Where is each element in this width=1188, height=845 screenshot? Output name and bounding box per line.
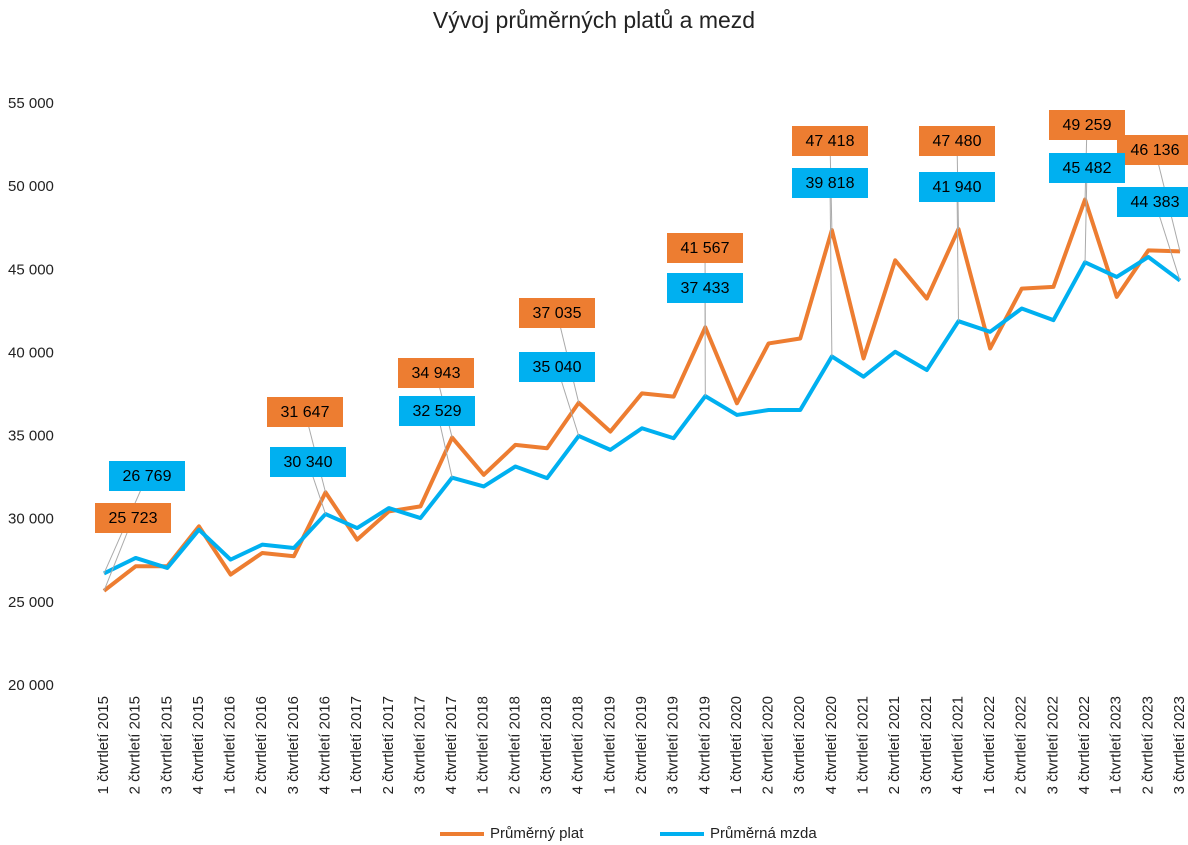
x-tick-label: 3 čtvrtletí 2019 [665,696,682,794]
y-tick-label: 55 000 [8,95,54,112]
legend-label: Průměrný plat [490,825,584,842]
x-tick-label: 2 čtvrtletí 2017 [380,696,397,794]
data-label: 45 482 [1063,160,1112,177]
data-label-box [109,461,185,491]
series-line [102,197,1181,593]
x-tick-label: 4 čtvrtletí 2015 [190,696,207,794]
data-label: 44 383 [1131,194,1180,211]
x-tick-label: 4 čtvrtletí 2019 [696,696,713,794]
data-label-box [667,233,743,263]
data-label: 37 035 [533,305,582,322]
data-label-box [1049,110,1125,140]
x-tick-label: 1 čtvrtletí 2023 [1108,696,1125,794]
y-tick-label: 40 000 [8,344,54,361]
x-tick-label: 1 čtvrtletí 2016 [222,696,239,794]
data-label: 39 818 [806,175,855,192]
x-tick-label: 1 čtvrtletí 2017 [348,696,365,794]
chart-title: Vývoj průměrných platů a mezd [433,7,755,33]
data-label: 41 567 [681,240,730,257]
data-label-box [95,503,171,533]
x-tick-label: 4 čtvrtletí 2021 [949,696,966,794]
x-tick-label: 1 čtvrtletí 2021 [854,696,871,794]
data-label-box [667,273,743,303]
x-tick-label: 3 čtvrtletí 2020 [791,696,808,794]
y-tick-label: 30 000 [8,511,54,528]
x-tick-label: 1 čtvrtletí 2019 [601,696,618,794]
x-tick-label: 4 čtvrtletí 2018 [570,696,587,794]
x-tick-label: 4 čtvrtletí 2016 [316,696,333,794]
x-tick-label: 4 čtvrtletí 2020 [823,696,840,794]
x-tick-label: 3 čtvrtletí 2017 [411,696,428,794]
data-label-box [1117,187,1188,217]
y-tick-label: 25 000 [8,594,54,611]
data-label-box [919,172,995,202]
data-label: 47 480 [933,133,982,150]
data-label: 31 647 [281,404,330,421]
data-label-box [1117,135,1188,165]
x-tick-label: 1 čtvrtletí 2020 [728,696,745,794]
x-tick-label: 3 čtvrtletí 2016 [285,696,302,794]
data-label-box [270,447,346,477]
x-tick-label: 3 čtvrtletí 2022 [1044,696,1061,794]
x-tick-label: 2 čtvrtletí 2020 [760,696,777,794]
y-tick-label: 20 000 [8,677,54,694]
x-tick-label: 3 čtvrtletí 2023 [1171,696,1188,794]
data-label-box [398,358,474,388]
y-tick-label: 35 000 [8,428,54,445]
data-label: 49 259 [1063,117,1112,134]
x-tick-label: 2 čtvrtletí 2023 [1139,696,1156,794]
data-label-box [919,126,995,156]
data-label: 34 943 [412,365,461,382]
x-tick-label: 2 čtvrtletí 2019 [633,696,650,794]
data-label-box [267,397,343,427]
data-label-box [792,168,868,198]
leader-line [829,182,833,357]
x-tick-label: 3 čtvrtletí 2021 [918,696,935,794]
data-label-box [519,352,595,382]
x-tick-label: 1 čtvrtletí 2015 [95,696,112,794]
legend-label: Průměrná mzda [710,825,817,842]
data-label-box [519,298,595,328]
x-tick-label: 2 čtvrtletí 2018 [506,696,523,794]
series-line [103,254,1182,576]
y-tick-label: 45 000 [8,261,54,278]
x-tick-label: 3 čtvrtletí 2018 [538,696,555,794]
y-tick-label: 50 000 [8,178,54,195]
x-tick-label: 3 čtvrtletí 2015 [158,696,175,794]
leader-line [1084,167,1088,263]
data-label-box [1049,153,1125,183]
x-tick-label: 2 čtvrtletí 2021 [886,696,903,794]
data-label: 35 040 [533,359,582,376]
x-tick-label: 2 čtvrtletí 2016 [253,696,270,794]
data-label: 46 136 [1131,142,1180,159]
x-tick-label: 2 čtvrtletí 2015 [127,696,144,794]
x-tick-label: 1 čtvrtletí 2018 [475,696,492,794]
data-label-box [399,396,475,426]
data-label: 26 769 [123,468,172,485]
data-label: 30 340 [284,454,333,471]
x-tick-label: 2 čtvrtletí 2022 [1013,696,1030,794]
data-label: 32 529 [413,403,462,420]
data-label: 41 940 [933,179,982,196]
x-tick-label: 4 čtvrtletí 2017 [443,696,460,794]
leader-line [956,186,959,322]
data-label: 37 433 [681,280,730,297]
x-tick-label: 1 čtvrtletí 2022 [981,696,998,794]
data-label: 25 723 [109,510,158,527]
x-tick-label: 4 čtvrtletí 2022 [1076,696,1093,794]
data-label-box [792,126,868,156]
data-label: 47 418 [806,133,855,150]
